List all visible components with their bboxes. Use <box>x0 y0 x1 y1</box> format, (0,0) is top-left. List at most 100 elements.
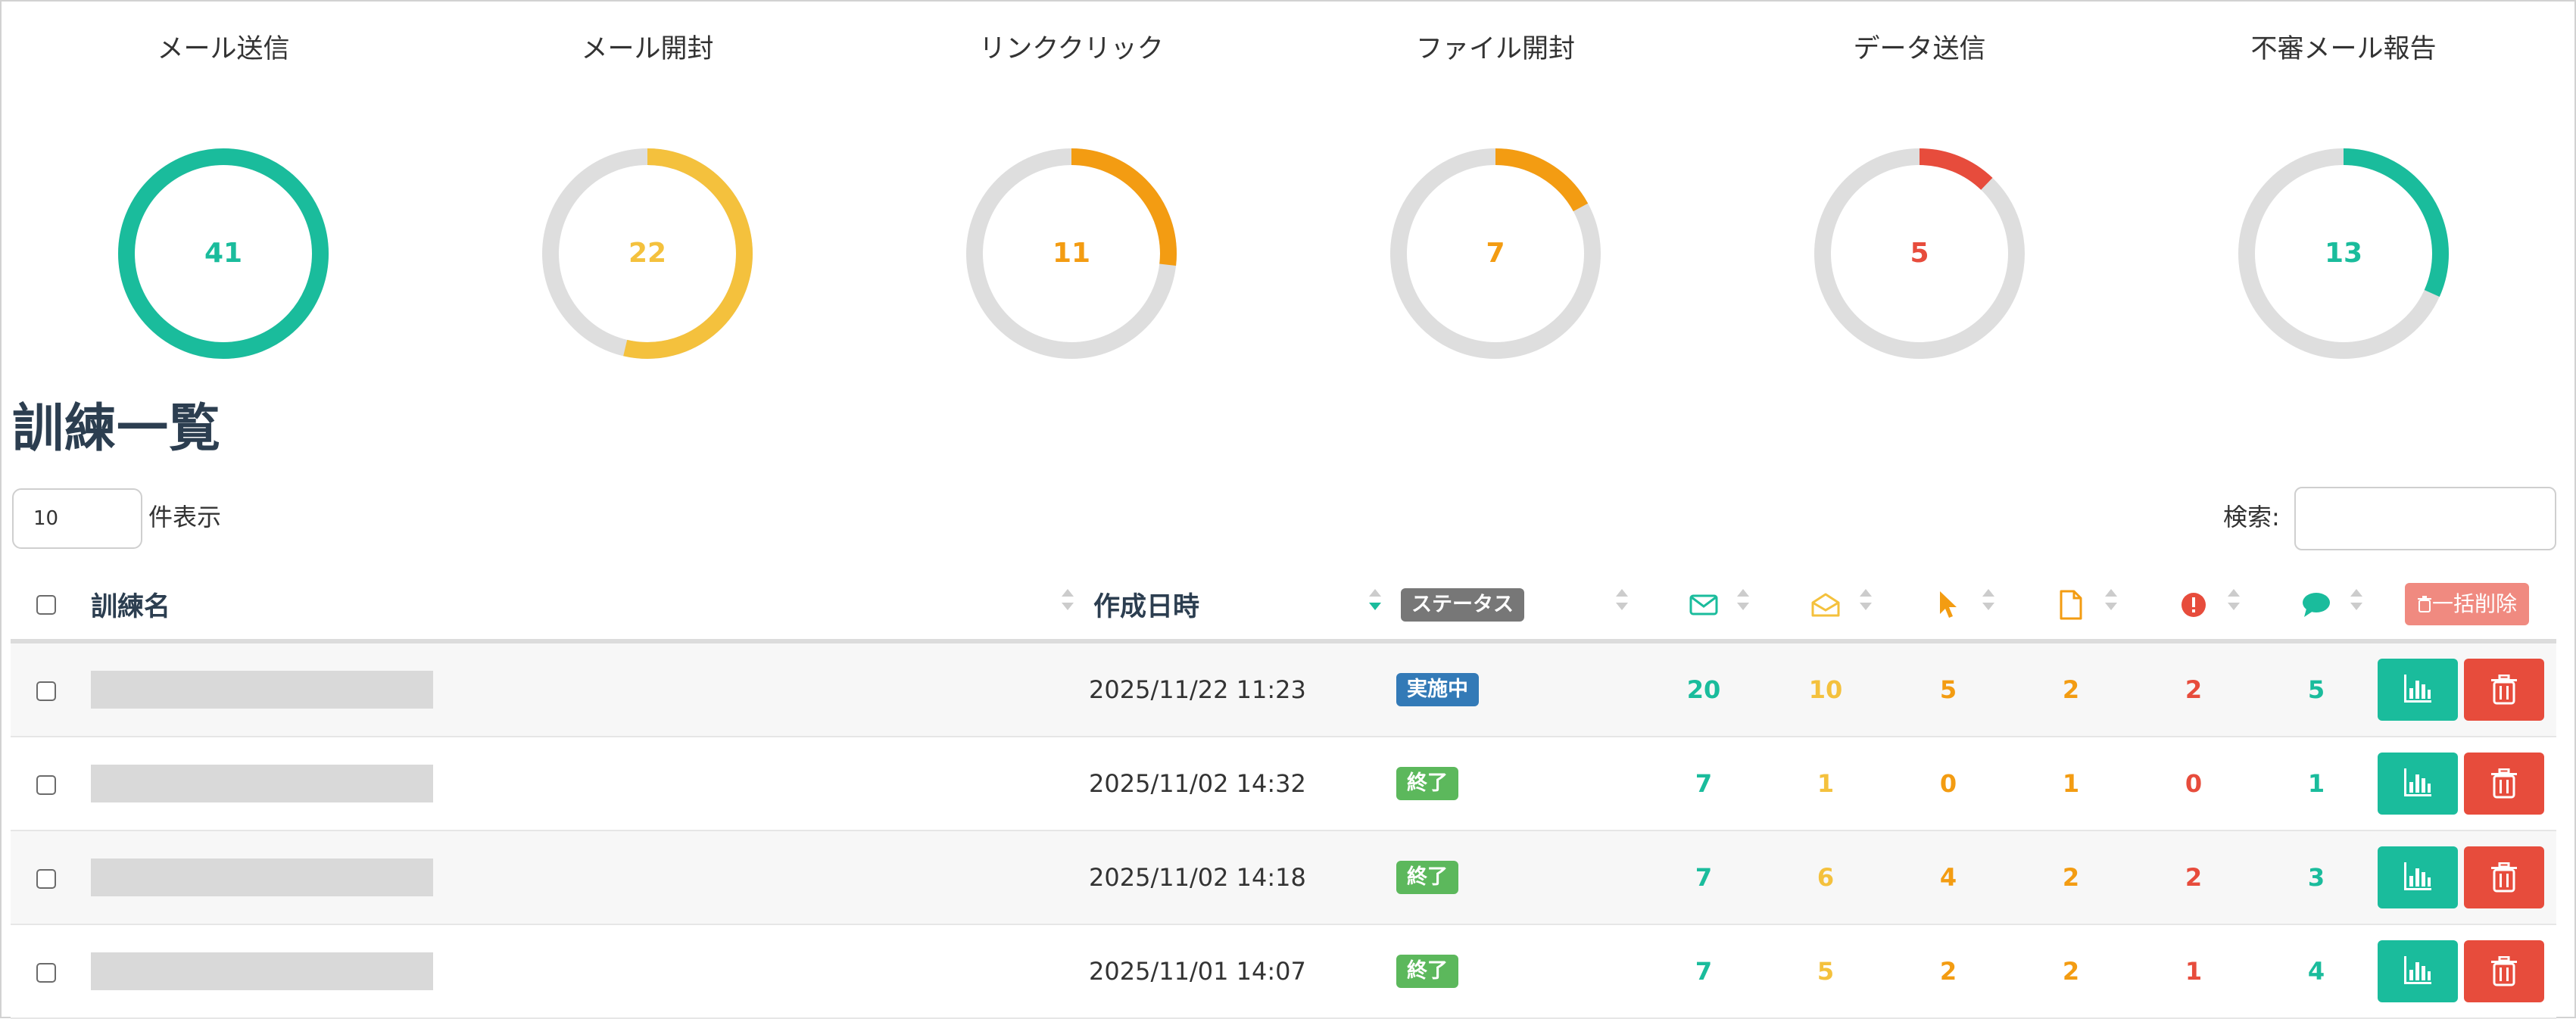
file-count: 2 <box>2010 641 2132 737</box>
delete-button[interactable] <box>2464 659 2544 721</box>
reported-count: 3 <box>2255 830 2378 925</box>
delete-button[interactable] <box>2464 940 2544 1002</box>
bar-chart-icon <box>2404 675 2431 703</box>
opened-count: 5 <box>1764 924 1887 1019</box>
stat-title: リンククリック <box>979 34 1164 64</box>
file-icon <box>2060 590 2082 619</box>
row-select-cell <box>11 830 86 925</box>
clicked-count: 5 <box>1887 641 2010 737</box>
training-table: 訓練名 作成日時 ステータス <box>11 569 2556 1019</box>
actions-cell <box>2378 924 2556 1019</box>
table-row: 2025/11/02 14:32 終了 7 1 0 1 0 1 <box>11 737 2556 831</box>
donut-arc <box>2238 148 2449 359</box>
select-all-checkbox[interactable] <box>36 595 56 615</box>
trash-icon <box>2491 956 2517 986</box>
row-checkbox[interactable] <box>36 681 56 701</box>
reported-count: 1 <box>2255 737 2378 831</box>
sort-active-icon <box>1369 589 1383 619</box>
opened-count: 10 <box>1764 641 1887 737</box>
status-cell: 終了 <box>1396 924 1643 1019</box>
data-count: 2 <box>2132 830 2255 925</box>
status-cell: 終了 <box>1396 830 1643 925</box>
bulk-delete-button[interactable]: 一括削除 <box>2404 583 2529 625</box>
row-select-cell <box>11 737 86 831</box>
redacted-name[interactable] <box>91 765 433 802</box>
donut-chart: 5 <box>1810 144 2029 363</box>
th-actions: 一括削除 <box>2378 569 2556 643</box>
status-badge: 終了 <box>1396 861 1458 894</box>
th-file[interactable] <box>2010 569 2132 643</box>
stats-row: メール送信 41 メール開封 22 リンククリック 11 <box>0 0 2576 359</box>
sent-count: 20 <box>1643 641 1764 737</box>
row-checkbox[interactable] <box>36 775 56 795</box>
sort-icon <box>1737 589 1751 619</box>
cursor-icon <box>1940 591 1957 618</box>
stat-value: 11 <box>1052 238 1091 269</box>
sent-count: 7 <box>1643 737 1764 831</box>
row-checkbox[interactable] <box>36 869 56 889</box>
exclamation-icon <box>2181 593 2206 617</box>
report-button[interactable] <box>2378 940 2458 1002</box>
delete-button[interactable] <box>2464 753 2544 815</box>
opened-count: 1 <box>1764 737 1887 831</box>
th-sent[interactable] <box>1643 569 1764 643</box>
opened-count: 6 <box>1764 830 1887 925</box>
sort-icon <box>1616 589 1629 619</box>
bar-chart-icon <box>2404 956 2431 984</box>
th-name-label: 訓練名 <box>91 591 171 622</box>
sort-icon <box>1860 589 1873 619</box>
name-cell <box>86 737 1089 831</box>
th-status[interactable]: ステータス <box>1396 569 1643 643</box>
actions-cell <box>2378 830 2556 925</box>
donut-chart: 41 <box>114 144 333 363</box>
stat-value: 41 <box>204 238 243 269</box>
row-checkbox[interactable] <box>36 963 56 983</box>
redacted-name[interactable] <box>91 671 433 709</box>
donut-arc <box>1390 148 1601 359</box>
sort-icon <box>2228 589 2241 619</box>
status-badge: 終了 <box>1396 767 1458 800</box>
search-label: 検索: <box>2223 503 2280 531</box>
clicked-count: 0 <box>1887 737 2010 831</box>
th-created[interactable]: 作成日時 <box>1089 569 1396 643</box>
donut-chart: 22 <box>538 144 757 363</box>
stat-value: 5 <box>1910 238 1929 269</box>
page-length-select[interactable]: 10 <box>12 488 142 549</box>
stat-title: メール送信 <box>157 34 290 64</box>
redacted-name[interactable] <box>91 952 433 990</box>
th-reported[interactable] <box>2255 569 2378 643</box>
stat-suspicious-report: 不審メール報告 13 <box>2132 30 2556 363</box>
name-cell <box>86 924 1089 1019</box>
donut-chart: 13 <box>2234 144 2453 363</box>
reported-count: 5 <box>2255 641 2378 737</box>
stat-mail-sent: メール送信 41 <box>11 30 435 363</box>
stat-value: 22 <box>628 238 667 269</box>
status-cell: 実施中 <box>1396 641 1643 737</box>
status-badge: 実施中 <box>1396 673 1479 706</box>
th-clicked[interactable] <box>1887 569 2010 643</box>
table-row: 2025/11/22 11:23 実施中 20 10 5 2 2 5 <box>11 641 2556 737</box>
clicked-count: 2 <box>1887 924 2010 1019</box>
status-header-badge: ステータス <box>1401 587 1524 622</box>
th-name[interactable]: 訓練名 <box>86 569 1089 643</box>
sort-icon <box>1062 589 1075 619</box>
trash-icon <box>2491 768 2517 799</box>
th-data[interactable] <box>2132 569 2255 643</box>
stat-file-open: ファイル開封 7 <box>1283 30 1707 363</box>
th-created-label: 作成日時 <box>1093 591 1200 622</box>
data-count: 2 <box>2132 641 2255 737</box>
clicked-count: 4 <box>1887 830 2010 925</box>
report-button[interactable] <box>2378 659 2458 721</box>
search-input[interactable] <box>2294 487 2556 550</box>
report-button[interactable] <box>2378 846 2458 908</box>
donut-svg <box>118 148 329 359</box>
report-button[interactable] <box>2378 753 2458 815</box>
redacted-name[interactable] <box>91 859 433 896</box>
row-select-cell <box>11 924 86 1019</box>
delete-button[interactable] <box>2464 846 2544 908</box>
bar-chart-icon <box>2404 862 2431 890</box>
reported-count: 4 <box>2255 924 2378 1019</box>
data-count: 1 <box>2132 924 2255 1019</box>
th-opened[interactable] <box>1764 569 1887 643</box>
donut-svg <box>966 148 1177 359</box>
